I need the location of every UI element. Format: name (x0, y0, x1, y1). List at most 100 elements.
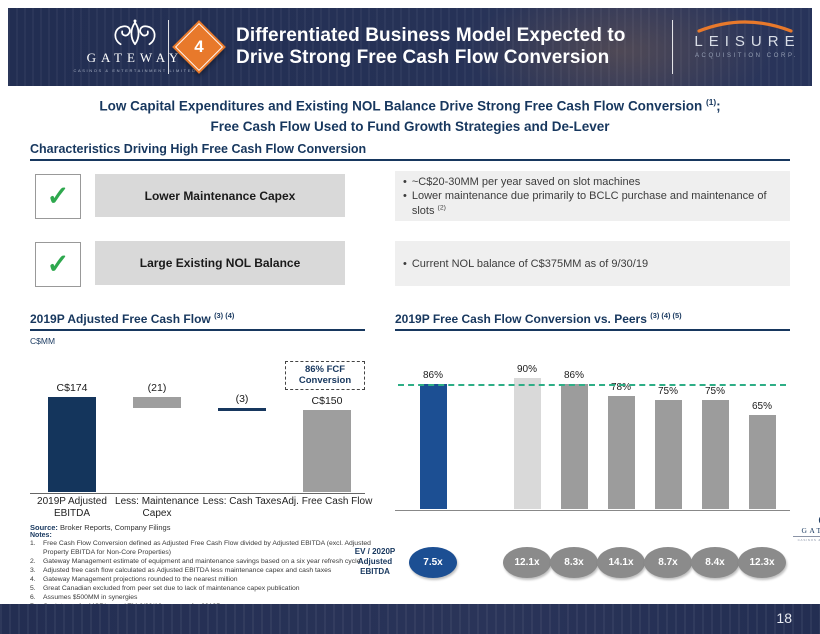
subtitle-line-1: Low Capital Expenditures and Existing NO… (0, 96, 820, 117)
ebitda-multiple-badge: 8.3x (550, 547, 598, 578)
footer-bar: 18 (0, 604, 820, 634)
footnote-item: Adjusted free cash flow calculated as Ad… (30, 566, 332, 576)
peer-value-label: 75% (704, 385, 725, 397)
characteristic-bullets-2: • Current NOL balance of C$375MM as of 9/… (395, 241, 790, 286)
gateway-logo-name: GATEWAY (793, 526, 820, 537)
footnote-ref-2: (2) (437, 204, 446, 211)
peer-bar (607, 395, 635, 509)
bullet-text: Lower maintenance due primarily to BCLC … (412, 189, 780, 218)
peers-chart-title-text: 2019P Free Cash Flow Conversion vs. Peer… (395, 312, 651, 326)
peer-bar (654, 399, 682, 509)
footnote-item: Assumes $500MM in synergies (30, 593, 138, 603)
footnote-item: Great Canadian excluded from peer set du… (30, 584, 300, 594)
waterfall-y-axis-label: C$MM (30, 336, 56, 346)
peer-bar (513, 378, 541, 509)
peer-value-label: 90% (516, 364, 537, 376)
waterfall-chart-title-text: 2019P Adjusted Free Cash Flow (30, 312, 215, 326)
page-number: 18 (776, 610, 792, 626)
waterfall-value-label: (3) (235, 393, 249, 406)
waterfall-value-label: C$174 (56, 382, 88, 394)
characteristic-bullets-1: • ~C$20-30MM per year saved on slot machi… (395, 171, 790, 221)
peer-bar (419, 384, 447, 509)
subtitle: Low Capital Expenditures and Existing NO… (0, 96, 820, 137)
fcf-conversion-annotation: 86% FCF Conversion (285, 361, 365, 390)
subtitle-line-2: Free Cash Flow Used to Fund Growth Strat… (210, 118, 610, 134)
waterfall-bar (303, 410, 351, 492)
footnotes-list: Free Cash Flow Conversion defined as Adj… (30, 540, 375, 612)
peer-bar (748, 414, 776, 509)
source-note: Source: Broker Reports, Company Filings (30, 523, 170, 532)
header-divider (672, 20, 673, 74)
leisure-arc-icon (697, 20, 793, 33)
bullet-item: • ~C$20-30MM per year saved on slot machi… (403, 175, 780, 189)
peer-value-label: 86% (563, 370, 584, 381)
bullet-icon: • (403, 257, 407, 270)
gateway-logo-tagline: CASINOS & ENTERTAINMENT LIMITED (73, 68, 197, 73)
subtitle-text: Low Capital Expenditures and Existing NO… (99, 98, 706, 114)
bullet-item: • Current NOL balance of C$375MM as of 9/… (403, 257, 780, 271)
waterfall-bar (48, 397, 96, 492)
gateway-crest-icon (114, 19, 156, 46)
bullet-text: Current NOL balance of C$375MM as of 9/3… (411, 257, 649, 270)
characteristic-label-2: Large Existing NOL Balance (95, 241, 345, 285)
gateway-logo-name: GATEWAY (86, 50, 184, 65)
footnote-ref-345: (3) (4) (5) (650, 311, 682, 320)
waterfall-value-label: C$150 (311, 395, 343, 408)
gateway-logo-tagline: CASINOS & ENTERTAINMENT (797, 538, 820, 542)
chart-title-rule (30, 329, 365, 331)
peer-logos-row: GATEWAY CASINOS & ENTERTAINMENT red rock… (395, 512, 820, 546)
peers-chart-title: 2019P Free Cash Flow Conversion vs. Peer… (395, 311, 790, 326)
waterfall-category-label: Adj. Free Cash Flow (281, 496, 373, 507)
footnote-item: Gateway Management projections rounded t… (30, 575, 238, 585)
waterfall-value-label: (21) (147, 382, 167, 394)
waterfall-category-label: 2019P Adjusted EBITDA (37, 496, 107, 519)
checkmark-icon: ✓ (46, 249, 70, 279)
peer-value-label: 78% (610, 381, 631, 393)
footnote-ref-34: (3) (4) (214, 311, 235, 320)
leisure-logo-name: LEISURE (694, 33, 801, 50)
source-text: Broker Reports, Company Filings (57, 523, 171, 532)
checkbox-row-2: ✓ (35, 242, 81, 287)
section-number-badge: 4 (172, 20, 226, 74)
bullet-icon: • (403, 176, 407, 189)
footnote-ref-1: (1) (705, 97, 717, 107)
waterfall-chart-title: 2019P Adjusted Free Cash Flow (3) (4) (30, 311, 365, 326)
ebitda-multiple-badge: 14.1x (597, 547, 645, 578)
leisure-logo-subtitle: ACQUISITION CORP. (694, 53, 799, 59)
multiples-row: 7.5x 12.1x 8.3x 14.1x 8.7x 8.4x 12.3x (395, 545, 790, 581)
bullet-item: • Lower maintenance due primarily to BCLC… (403, 189, 780, 218)
waterfall-category-label: Less: Maintenance Capex (115, 496, 199, 519)
gateway-peer-logo: GATEWAY CASINOS & ENTERTAINMENT (793, 512, 820, 542)
footnotes: Notes: Free Cash Flow Conversion defined… (30, 532, 375, 612)
peer-value-label: 86% (422, 370, 443, 381)
section-number: 4 (194, 37, 204, 56)
source-label: Source: (30, 523, 58, 532)
gateway-logo: GATEWAY CASINOS & ENTERTAINMENT LIMITED (70, 17, 200, 73)
footnotes-heading: Notes: (30, 532, 52, 539)
ebitda-multiple-badge: 12.1x (503, 547, 551, 578)
characteristic-label-1: Lower Maintenance Capex (95, 174, 345, 217)
checkbox-row-1: ✓ (35, 174, 81, 219)
header-divider (168, 20, 169, 74)
bullet-text-main: Lower maintenance due primarily to BCLC … (411, 190, 767, 217)
gateway-crest-icon (818, 516, 820, 524)
header: GATEWAY CASINOS & ENTERTAINMENT LIMITED … (8, 8, 812, 86)
slide-title-line-2: Drive Strong Free Cash Flow Conversion (236, 47, 610, 69)
chart-title-rule (395, 329, 790, 331)
waterfall-plot: 86% FCF Conversion C$174 (21) (3) C$150 (30, 350, 365, 494)
ebitda-multiple-badge: 12.3x (738, 547, 786, 578)
slide-title: Differentiated Business Model Expected t… (236, 25, 666, 69)
reference-line (398, 384, 786, 386)
peer-bar (701, 399, 729, 509)
subtitle-tail: ; (716, 98, 721, 114)
waterfall-categories: 2019P Adjusted EBITDA Less: Maintenance C… (30, 496, 372, 522)
bullet-text: ~C$20-30MM per year saved on slot machin… (411, 176, 641, 189)
waterfall-bar (133, 397, 181, 409)
ebitda-multiple-badge: 7.5x (409, 547, 457, 578)
footnote-item: Gateway Management estimate of equipment… (30, 557, 361, 567)
waterfall-category-label: Less: Cash Taxes (202, 496, 282, 507)
peer-bar (560, 384, 588, 509)
checkmark-icon: ✓ (46, 181, 70, 211)
characteristics-heading: Characteristics Driving High Free Cash F… (30, 142, 367, 156)
